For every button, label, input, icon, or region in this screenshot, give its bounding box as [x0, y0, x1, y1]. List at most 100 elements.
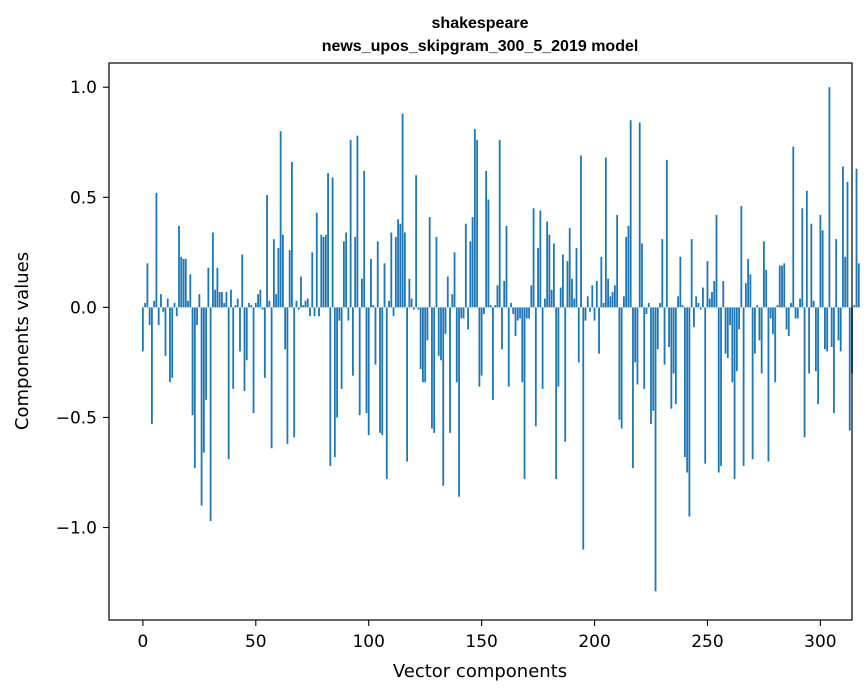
bar-104 — [376, 241, 379, 308]
bar-162 — [507, 307, 510, 387]
bar-67 — [293, 307, 296, 438]
bar-175 — [537, 247, 539, 308]
bar-199 — [591, 285, 594, 308]
bar-217 — [632, 307, 634, 469]
bar-135 — [446, 276, 449, 308]
bar-98 — [363, 170, 366, 308]
bar-210 — [616, 214, 619, 308]
bar-100 — [367, 307, 370, 436]
bar-182 — [552, 243, 555, 308]
y-tick-label: −1.0 — [56, 519, 97, 539]
bar-31 — [211, 232, 214, 308]
bar-212 — [620, 307, 623, 429]
bar-107 — [383, 263, 386, 308]
bar-204 — [602, 302, 605, 308]
bar-206 — [607, 278, 609, 308]
bar-156 — [494, 305, 497, 308]
bar-41 — [234, 305, 237, 308]
bar-73 — [306, 298, 309, 308]
bar-294 — [805, 190, 808, 308]
y-tick-label: 0.0 — [70, 298, 97, 318]
bar-180 — [548, 234, 551, 308]
bar-230 — [661, 239, 664, 308]
bar-186 — [562, 254, 564, 308]
bar-29 — [207, 267, 210, 308]
bar-148 — [476, 140, 479, 308]
y-tick-label: −0.5 — [56, 408, 97, 428]
bar-304 — [828, 87, 831, 308]
bar-106 — [381, 307, 384, 436]
bar-26 — [200, 307, 203, 506]
bar-0 — [141, 307, 144, 352]
bar-119 — [410, 298, 413, 308]
bar-227 — [654, 307, 657, 592]
bar-284 — [783, 263, 786, 308]
bar-161 — [505, 225, 508, 308]
bar-205 — [604, 157, 607, 308]
bar-287 — [790, 302, 792, 308]
bar-233 — [668, 307, 670, 348]
bar-40 — [232, 307, 235, 389]
bar-257 — [722, 280, 725, 308]
bar-82 — [327, 173, 329, 308]
bar-167 — [519, 307, 521, 319]
bar-281 — [776, 305, 779, 308]
bar-55 — [266, 195, 268, 308]
bar-124 — [422, 307, 424, 383]
bar-165 — [514, 307, 517, 336]
bar-114 — [399, 223, 402, 308]
bar-18 — [182, 258, 185, 308]
bar-24 — [196, 307, 198, 325]
bar-292 — [801, 208, 804, 308]
bar-271 — [753, 307, 756, 354]
bar-86 — [336, 307, 338, 418]
bar-102 — [372, 305, 375, 308]
bar-6 — [155, 192, 158, 308]
bar-122 — [417, 307, 420, 310]
bar-111 — [392, 307, 395, 317]
bar-159 — [501, 307, 503, 350]
bar-203 — [600, 256, 603, 308]
bar-240 — [683, 307, 686, 458]
bar-11 — [166, 298, 169, 308]
bar-142 — [462, 307, 465, 319]
bar-290 — [796, 307, 799, 319]
bar-103 — [374, 307, 377, 365]
bar-237 — [677, 296, 680, 308]
bar-154 — [489, 305, 492, 308]
x-axis-ticks: 0 50 100 150 200 250 300 — [137, 620, 837, 652]
bar-267 — [744, 283, 747, 308]
bar-115 — [401, 113, 404, 308]
bar-163 — [510, 302, 512, 308]
bar-74 — [309, 307, 311, 317]
bar-10 — [164, 307, 167, 356]
bar-223 — [645, 307, 648, 314]
bar-193 — [577, 307, 580, 363]
bar-44 — [241, 254, 244, 308]
bar-145 — [469, 241, 472, 308]
bar-179 — [546, 221, 549, 308]
bar-306 — [833, 307, 835, 414]
plot-frame — [108, 62, 853, 621]
bar-268 — [747, 258, 750, 308]
bar-202 — [598, 307, 600, 354]
bar-78 — [318, 307, 320, 317]
bar-245 — [695, 296, 698, 308]
y-tick-label: 1.0 — [70, 78, 97, 98]
bar-75 — [311, 252, 314, 308]
bar-58 — [272, 239, 275, 308]
bar-110 — [390, 232, 393, 308]
bar-140 — [458, 307, 460, 497]
bar-209 — [613, 285, 616, 308]
bar-43 — [239, 307, 241, 352]
bar-36 — [223, 302, 226, 308]
bar-291 — [799, 298, 801, 308]
bar-201 — [595, 280, 598, 308]
bar-38 — [227, 307, 230, 460]
bar-76 — [313, 307, 316, 317]
x-tick-label: 300 — [804, 632, 836, 652]
bar-253 — [713, 280, 716, 308]
bar-259 — [726, 307, 729, 359]
bar-90 — [345, 232, 348, 308]
bar-264 — [738, 307, 740, 330]
